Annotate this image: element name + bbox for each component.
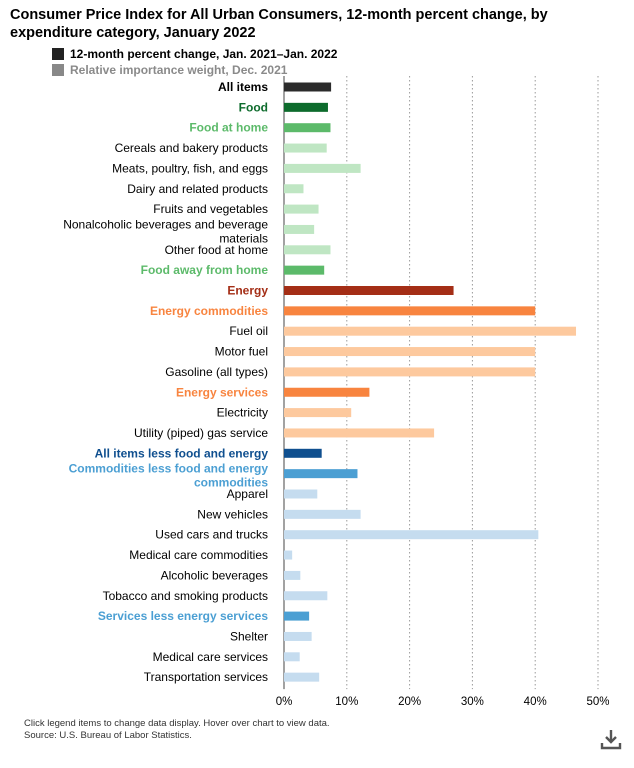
legend-item-relative-importance[interactable]: Relative importance weight, Dec. 2021 (52, 62, 337, 78)
bar[interactable] (284, 408, 352, 418)
footnote-source: Source: U.S. Bureau of Labor Statistics. (24, 730, 192, 741)
x-tick-label: 0% (276, 696, 293, 708)
bar[interactable] (284, 123, 331, 133)
category-label: Food away from home (141, 263, 269, 277)
category-label: Meats, poultry, fish, and eggs (112, 161, 268, 175)
category-label: Energy services (176, 385, 268, 399)
chart-legend: 12-month percent change, Jan. 2021–Jan. … (52, 46, 337, 78)
category-label: Cereals and bakery products (115, 141, 268, 155)
category-label: Nonalcoholic beverages and beverage (63, 217, 268, 231)
bar[interactable] (284, 204, 319, 214)
bar[interactable] (284, 509, 361, 519)
bar[interactable] (284, 224, 315, 234)
category-label-line2: materials (219, 231, 268, 245)
bar-chart: 0% 10% 20% 30% 40% 50% All items Food Food at ho… (63, 76, 610, 708)
x-tick-label: 30% (461, 696, 484, 708)
category-label: Utility (piped) gas service (134, 426, 268, 440)
category-label: Used cars and trucks (155, 528, 268, 542)
category-label: Energy (227, 284, 268, 298)
category-label: Food at home (189, 121, 268, 135)
bar[interactable] (284, 265, 325, 275)
bar[interactable] (284, 102, 328, 112)
bar[interactable] (284, 306, 536, 316)
x-tick-label: 20% (398, 696, 421, 708)
bar[interactable] (284, 428, 435, 438)
category-label: Medical care services (153, 650, 268, 664)
bar[interactable] (284, 286, 454, 295)
category-label: Medical care commodities (129, 548, 268, 562)
category-label: All items less food and energy (95, 446, 269, 460)
bar[interactable] (284, 367, 536, 377)
category-label: Commodities less food and energy (69, 462, 269, 476)
bar[interactable] (284, 652, 300, 662)
category-label: Fruits and vegetables (153, 202, 268, 216)
chart-title: Consumer Price Index for All Urban Consu… (10, 7, 548, 41)
bar[interactable] (284, 143, 327, 153)
category-label: Energy commodities (150, 304, 268, 318)
legend-label-relative-importance: Relative importance weight, Dec. 2021 (70, 63, 288, 77)
category-label: New vehicles (197, 507, 268, 521)
category-label: Alcoholic beverages (161, 568, 268, 582)
category-label: Electricity (217, 406, 268, 420)
legend-item-percent-change[interactable]: 12-month percent change, Jan. 2021–Jan. … (52, 46, 337, 62)
x-tick-label: 10% (335, 696, 358, 708)
x-tick-label: 50% (586, 696, 609, 708)
bar[interactable] (284, 570, 301, 580)
category-label: Shelter (230, 629, 268, 643)
category-label: Apparel (227, 487, 268, 501)
bar[interactable] (284, 184, 304, 194)
legend-label-percent-change: 12-month percent change, Jan. 2021–Jan. … (70, 47, 338, 61)
category-label: Gasoline (all types) (165, 365, 268, 379)
download-icon[interactable] (600, 728, 622, 750)
bar[interactable] (284, 326, 577, 336)
bar[interactable] (284, 245, 331, 255)
category-label: All items (218, 80, 268, 94)
bar[interactable] (284, 530, 539, 540)
category-label: Fuel oil (229, 324, 268, 338)
category-label: Other food at home (165, 243, 269, 257)
category-label: Dairy and related products (127, 182, 268, 196)
bar[interactable] (284, 611, 310, 621)
footnote-instructions: Click legend items to change data displa… (24, 718, 330, 729)
bar[interactable] (284, 550, 293, 560)
category-label-line2: commodities (194, 476, 268, 490)
category-label: Transportation services (144, 670, 268, 684)
legend-swatch-percent-change (52, 48, 64, 60)
category-label: Motor fuel (215, 345, 268, 359)
bar[interactable] (284, 347, 536, 357)
bar[interactable] (284, 469, 358, 479)
x-tick-label: 40% (524, 696, 547, 708)
bar[interactable] (284, 672, 320, 682)
legend-swatch-relative-importance (52, 64, 64, 76)
bar[interactable] (284, 163, 361, 173)
bar[interactable] (284, 387, 370, 397)
bar[interactable] (284, 448, 322, 458)
bar[interactable] (284, 591, 328, 601)
category-label: Services less energy services (98, 609, 268, 623)
category-label: Food (239, 100, 268, 114)
chart-footnote: Click legend items to change data displa… (24, 718, 330, 742)
bar[interactable] (284, 82, 332, 92)
category-label: Tobacco and smoking products (103, 589, 268, 603)
bar[interactable] (284, 631, 312, 641)
bar[interactable] (284, 489, 318, 499)
